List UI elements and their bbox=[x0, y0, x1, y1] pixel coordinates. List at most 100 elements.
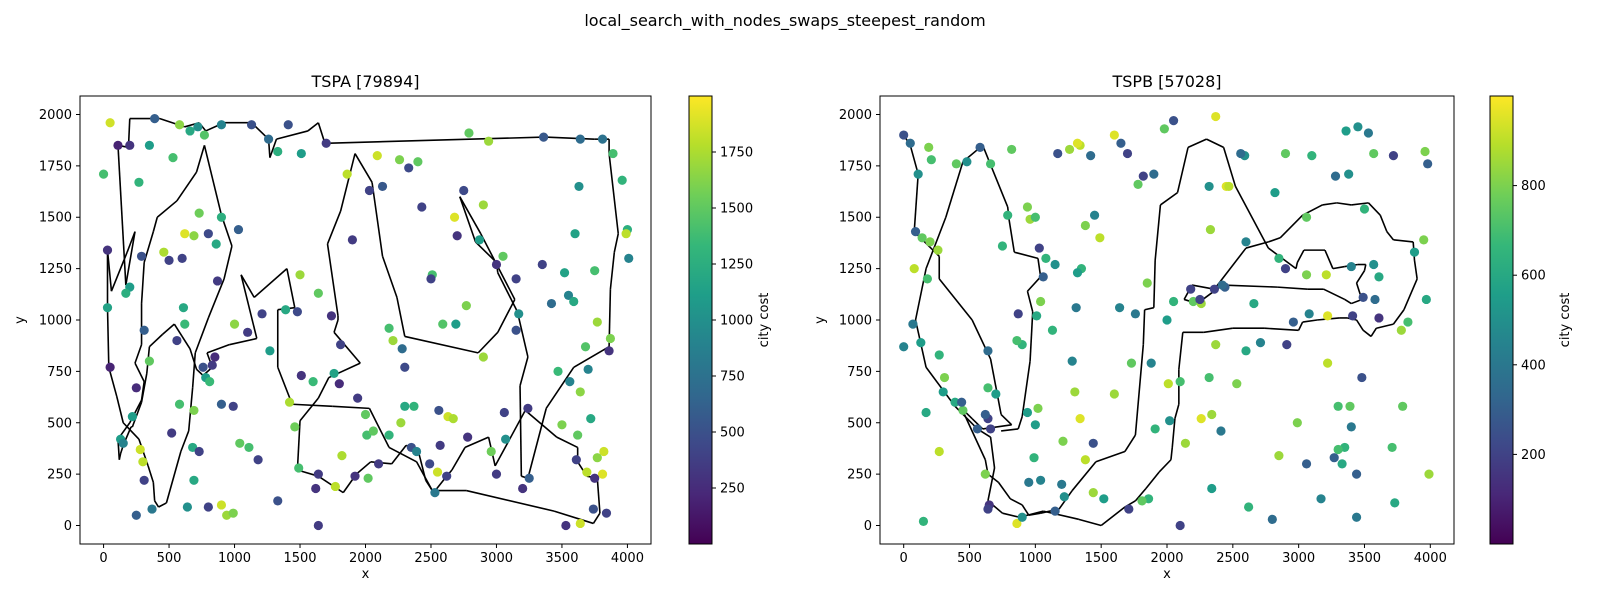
tspa-title: TSPA [79894] bbox=[311, 72, 420, 91]
tspa-city-point bbox=[292, 307, 302, 317]
tspa-tour-segment bbox=[196, 368, 204, 377]
tspa-city-point bbox=[565, 377, 575, 387]
tspb-tour-segment bbox=[1344, 298, 1352, 305]
tspa-tour-segment bbox=[391, 444, 407, 465]
tspb-tour-segment bbox=[938, 278, 973, 321]
tspb-city-point bbox=[1301, 459, 1312, 469]
tspb-city-point bbox=[1267, 514, 1277, 524]
tspa-city-point bbox=[188, 442, 198, 453]
tspb-city-point bbox=[1301, 212, 1312, 222]
tspb-city-point bbox=[1022, 407, 1033, 418]
tspa-tour-segment bbox=[253, 268, 288, 298]
tspb-city-point bbox=[1175, 520, 1185, 531]
tspa-x-tick-label: 1500 bbox=[283, 551, 316, 566]
tspb-tour-segment bbox=[1277, 286, 1308, 290]
tspb-x-tick-label: 2500 bbox=[1216, 551, 1249, 566]
tspb-tour-segment bbox=[1362, 329, 1372, 338]
tspa-tour-segment bbox=[497, 299, 516, 333]
tspa-x-tick-label: 2500 bbox=[414, 551, 447, 566]
tspa-city-point bbox=[364, 185, 375, 196]
tspa-city-points bbox=[98, 114, 634, 531]
tspb-city-point bbox=[1080, 220, 1090, 231]
tspa-tour-segment bbox=[388, 446, 417, 463]
tspa-city-point bbox=[113, 140, 123, 150]
tspb-city-point bbox=[1255, 338, 1266, 348]
tspb-city-point bbox=[1301, 270, 1312, 280]
tspb-city-point bbox=[918, 516, 929, 526]
tspb-city-point bbox=[1142, 278, 1152, 288]
tspa-tour-segment bbox=[296, 420, 301, 471]
tspb-city-point bbox=[1345, 401, 1355, 411]
tspb-city-point bbox=[1205, 224, 1216, 235]
tspa-tour-segment bbox=[189, 348, 198, 370]
tspa-city-point bbox=[283, 120, 293, 130]
tspb-city-point bbox=[1030, 212, 1040, 222]
tspb-city-point bbox=[922, 274, 932, 284]
tspa-tour-segment bbox=[494, 410, 526, 467]
tspb-city-point bbox=[1095, 233, 1105, 243]
tspb-tour-segment bbox=[1245, 241, 1269, 249]
tspb-city-point bbox=[1146, 358, 1156, 368]
tspa-city-point bbox=[384, 323, 394, 333]
tspb-city-point bbox=[934, 446, 944, 457]
tspa-city-point bbox=[394, 155, 405, 165]
tspa-city-point bbox=[478, 200, 488, 210]
tspa-tour-segment bbox=[371, 182, 384, 257]
tspa-tour-segment bbox=[324, 136, 545, 145]
tspa-city-point bbox=[216, 212, 227, 222]
tspa-tour-segment bbox=[404, 335, 479, 354]
tspa-city-point bbox=[210, 352, 220, 362]
tspb-city-point bbox=[1369, 259, 1379, 270]
tspb-city-point bbox=[991, 389, 1001, 399]
tspa-tour-segment bbox=[195, 145, 206, 173]
tspa-city-point bbox=[435, 440, 445, 450]
tspa-city-point bbox=[273, 496, 283, 506]
tspa-tour-segment bbox=[613, 233, 620, 253]
tspb-city-point bbox=[1423, 159, 1433, 169]
tspa-tour-segment bbox=[152, 217, 159, 232]
tspb-city-point bbox=[1116, 138, 1126, 148]
tspa-city-point bbox=[136, 251, 147, 261]
tspb-city-point bbox=[1346, 261, 1356, 272]
tspb-city-point bbox=[1374, 272, 1384, 282]
tspa-tour-segment bbox=[573, 346, 610, 368]
tspa-city-point bbox=[199, 130, 210, 140]
tspa-city-point bbox=[139, 325, 149, 335]
tspa-city-point bbox=[263, 134, 274, 144]
tspb-city-point bbox=[1122, 148, 1133, 159]
tspa-city-point bbox=[105, 362, 115, 372]
tspa-city-point bbox=[592, 317, 602, 327]
tspa-tour-segment bbox=[299, 397, 319, 422]
tspa-city-point bbox=[478, 352, 488, 362]
tspa-city-point bbox=[553, 366, 563, 376]
tspb-city-point bbox=[997, 241, 1008, 251]
tspb-city-point bbox=[1165, 416, 1175, 426]
tspb-y-tick-label: 2000 bbox=[839, 108, 872, 123]
tspb-title: TSPB [57028] bbox=[1111, 72, 1221, 91]
tspa-tour-segment bbox=[153, 500, 160, 508]
tspa-city-point bbox=[321, 138, 331, 148]
tspb-tour-segment bbox=[1071, 461, 1097, 492]
tspa-city-point bbox=[463, 432, 473, 442]
tspa-tour-segment bbox=[286, 268, 296, 308]
tspa-city-point bbox=[464, 128, 474, 138]
tspa-tour-segment bbox=[117, 145, 127, 286]
tspa-y-tick-label: 750 bbox=[47, 365, 72, 380]
tspb-city-point bbox=[1224, 181, 1234, 192]
tspa-city-point bbox=[228, 508, 238, 518]
tspa-city-point bbox=[246, 120, 257, 130]
tspb-y-tick-label: 1500 bbox=[839, 211, 872, 226]
tspb-city-point bbox=[1159, 124, 1169, 134]
tspa-tour-segment bbox=[156, 200, 178, 218]
tspa-tour-segment bbox=[596, 478, 601, 514]
tspb-city-point bbox=[1168, 116, 1179, 126]
tspa-city-point bbox=[491, 259, 502, 270]
tspa-tour-segment bbox=[333, 319, 339, 333]
tspa-tour-segment bbox=[140, 381, 145, 401]
tspb-city-point bbox=[951, 159, 961, 169]
tspa-city-point bbox=[561, 520, 571, 531]
tspa-city-point bbox=[167, 428, 177, 438]
tspb-city-point bbox=[1089, 210, 1100, 220]
tspb-city-point bbox=[1387, 442, 1397, 453]
tspa-tour-segment bbox=[459, 196, 477, 243]
